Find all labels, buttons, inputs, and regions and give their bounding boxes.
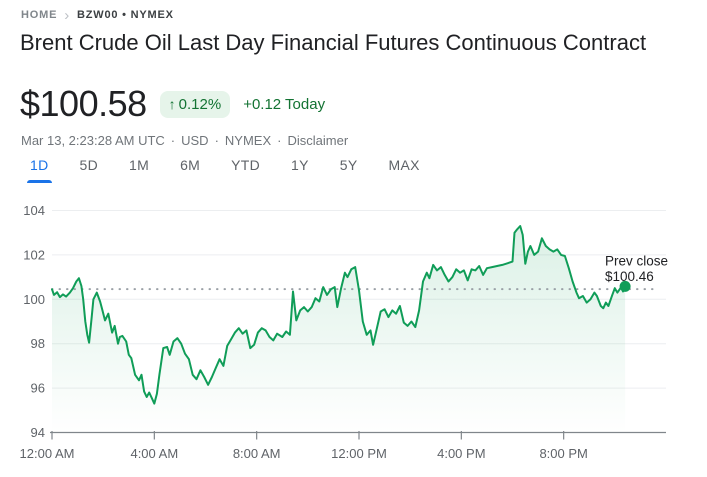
meta-separator: ·	[170, 133, 176, 148]
x-axis-label: 12:00 PM	[331, 446, 387, 461]
quote-meta: Mar 13, 2:23:28 AM UTC · USD · NYMEX · D…	[21, 133, 348, 148]
current-price-dot	[619, 280, 631, 292]
disclaimer-link[interactable]: Disclaimer	[287, 133, 349, 148]
meta-separator: ·	[277, 133, 282, 148]
meta-separator: ·	[214, 133, 219, 148]
prev-close-label: Prev close	[605, 254, 668, 269]
prev-close-value: $100.46	[605, 269, 654, 284]
change-percent-value: 0.12%	[178, 95, 222, 113]
breadcrumb-home-link[interactable]: HOME	[21, 9, 58, 21]
tab-5d[interactable]: 5D	[79, 157, 98, 173]
y-axis-label: 94	[31, 425, 45, 440]
page-title: Brent Crude Oil Last Day Financial Futur…	[20, 30, 647, 55]
change-today: +0.12 Today	[243, 95, 326, 113]
x-axis-label: 4:00 PM	[437, 446, 485, 461]
y-axis-label: 104	[23, 203, 45, 218]
tab-5y[interactable]: 5Y	[339, 157, 358, 173]
tab-6m[interactable]: 6M	[180, 157, 201, 173]
tab-1y[interactable]: 1Y	[291, 157, 309, 173]
quote-timestamp: Mar 13, 2:23:28 AM UTC	[21, 133, 165, 148]
tab-max[interactable]: MAX	[388, 157, 420, 173]
quote-currency: USD	[181, 133, 209, 148]
chart-line	[51, 225, 627, 405]
change-percent-badge: ↑ 0.12%	[159, 90, 231, 118]
breadcrumb-symbol: BZW00 • NYMEX	[77, 9, 174, 21]
y-axis-label: 98	[31, 336, 45, 351]
y-axis-label: 96	[31, 381, 45, 396]
quote-exchange: NYMEX	[224, 133, 272, 148]
range-tabs: 1D 5D 1M 6M YTD 1Y 5Y MAX	[27, 157, 420, 183]
x-axis-label: 8:00 AM	[233, 446, 281, 461]
x-axis-label: 12:00 AM	[20, 446, 75, 461]
quote-header: $100.58 ↑ 0.12% +0.12 Today	[20, 83, 325, 125]
y-axis-label: 102	[23, 247, 45, 262]
price-chart[interactable]: 94 96 98 100 102 104 12:00 AM 4:00 AM 8:00 AM 12…	[0, 192, 707, 472]
x-axis-label: 8:00 PM	[539, 446, 587, 461]
up-arrow-icon: ↑	[168, 96, 176, 112]
y-axis-label: 100	[23, 292, 45, 307]
tab-ytd[interactable]: YTD	[231, 157, 261, 173]
x-axis: 12:00 AM 4:00 AM 8:00 AM 12:00 PM 4:00 PM 8:0…	[20, 431, 666, 461]
tab-1d[interactable]: 1D	[27, 157, 51, 183]
current-price: $100.58	[20, 83, 147, 124]
chevron-right-icon: ›	[64, 6, 70, 24]
breadcrumb: HOME › BZW00 • NYMEX	[21, 6, 174, 24]
chart-area-fill	[52, 226, 626, 433]
tab-1m[interactable]: 1M	[129, 157, 150, 173]
x-axis-label: 4:00 AM	[130, 446, 178, 461]
